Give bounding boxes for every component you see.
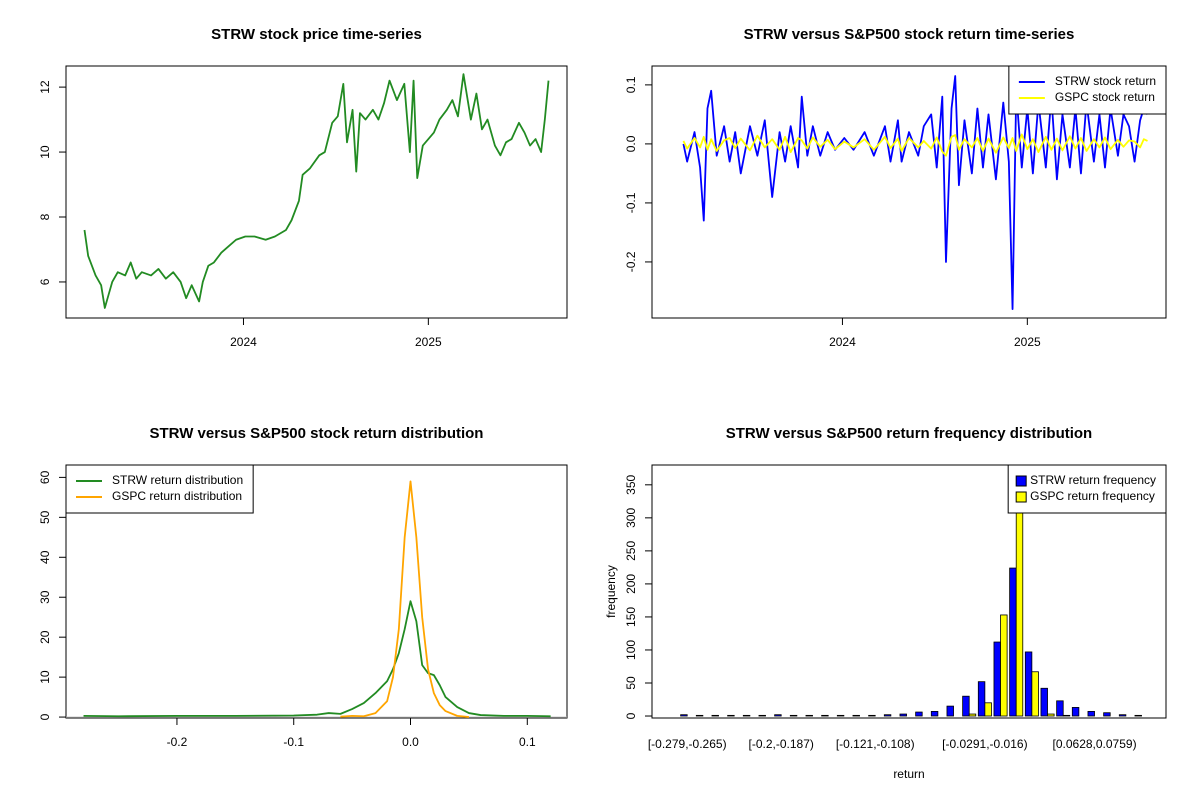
bar: [1087, 710, 1095, 717]
bar: [742, 714, 751, 717]
y-axis-label: frequency: [604, 565, 618, 618]
chart-title: STRW versus S&P500 stock return distribu…: [150, 425, 484, 442]
x-tick-label: [-0.2,-0.187): [749, 737, 814, 751]
bar: [1134, 714, 1142, 717]
x-tick-label: 0.1: [519, 735, 536, 749]
bar: [984, 702, 992, 717]
bar: [883, 714, 892, 717]
y-tick-label: 30: [38, 590, 52, 604]
x-tick-label: [0.0628,0.0759): [1053, 737, 1137, 751]
x-tick-label: [-0.121,-0.108): [836, 737, 915, 751]
y-tick-label: -0.2: [624, 251, 638, 272]
x-tick-label: -0.1: [283, 735, 304, 749]
y-tick-label: 60: [38, 470, 52, 484]
data-line: [340, 480, 469, 718]
y-tick-label: 0: [624, 712, 638, 719]
y-tick-label: 300: [624, 508, 638, 528]
x-axis-label: return: [893, 767, 924, 781]
bar: [968, 713, 977, 717]
legend-frame: [1008, 65, 1167, 115]
y-tick-label: 12: [38, 80, 52, 94]
legend-swatch: [1015, 475, 1027, 487]
legend-label: GSPC return distribution: [112, 489, 242, 503]
bar: [711, 714, 719, 717]
x-tick-label: [-0.279,-0.265): [648, 737, 727, 751]
bar: [1031, 671, 1039, 717]
y-tick-label: 10: [38, 670, 52, 684]
bar: [789, 714, 798, 717]
y-tick-label: -0.1: [624, 192, 638, 213]
chart-title: STRW versus S&P500 return frequency dist…: [726, 425, 1092, 442]
bar: [962, 695, 970, 717]
legend-label: GSPC stock return: [1055, 90, 1155, 104]
bar: [915, 711, 923, 717]
bar: [758, 714, 766, 717]
legend-label: STRW stock return: [1055, 74, 1156, 88]
bar: [977, 681, 986, 717]
bar: [946, 705, 954, 717]
bar: [680, 714, 688, 717]
y-tick-label: 0: [38, 713, 52, 720]
legend-label: GSPC return frequency: [1030, 489, 1155, 503]
x-tick-label: 2025: [415, 335, 442, 349]
bar: [1103, 712, 1111, 717]
bar: [852, 714, 860, 717]
x-tick-label: -0.2: [167, 735, 188, 749]
y-tick-label: 250: [624, 541, 638, 561]
bar: [1056, 700, 1064, 717]
bar: [836, 714, 845, 717]
y-tick-label: 20: [38, 630, 52, 644]
data-line: [682, 133, 1148, 157]
y-tick-label: 150: [624, 607, 638, 627]
bar: [1000, 614, 1008, 717]
legend: STRW return distribution GSPC return dist…: [65, 464, 254, 514]
bar: [805, 714, 813, 717]
bar: [1009, 567, 1017, 717]
y-tick-label: 50: [38, 510, 52, 524]
bar: [1062, 714, 1071, 717]
y-tick-label: 6: [38, 278, 52, 285]
x-tick-label: 2025: [1014, 335, 1041, 349]
y-tick-label: 40: [38, 550, 52, 564]
legend-frame: [1007, 464, 1167, 514]
bar: [930, 710, 939, 717]
x-tick-label: [-0.0291,-0.016): [942, 737, 1027, 751]
y-tick-label: 350: [624, 474, 638, 494]
y-tick-label: 50: [624, 676, 638, 690]
chart-title: STRW stock price time-series: [211, 26, 422, 43]
bar: [727, 714, 735, 717]
bar: [899, 713, 907, 717]
legend-label: STRW return distribution: [112, 473, 243, 487]
legend: STRW stock return GSPC stock return: [1008, 65, 1167, 115]
bar: [774, 714, 782, 717]
y-tick-label: 200: [624, 574, 638, 594]
legend-frame: [65, 464, 254, 514]
bar: [1047, 713, 1055, 717]
x-tick-label: 0.0: [402, 735, 419, 749]
data-line: [83, 73, 550, 309]
bar: [821, 714, 829, 717]
data-line: [83, 600, 551, 718]
y-tick-label: 0.0: [624, 135, 638, 152]
legend-label: STRW return frequency: [1030, 473, 1156, 487]
chart-title: STRW versus S&P500 stock return time-ser…: [744, 26, 1075, 43]
y-tick-label: 8: [38, 213, 52, 220]
bar: [993, 641, 1001, 717]
y-tick-label: 10: [38, 145, 52, 159]
x-tick-label: 2024: [230, 335, 257, 349]
bar: [1071, 707, 1080, 717]
bar: [695, 714, 704, 717]
bar: [1118, 714, 1127, 717]
legend-swatch: [1015, 491, 1027, 503]
bar: [1024, 651, 1033, 717]
bar: [868, 714, 876, 717]
data-line: [682, 75, 1149, 311]
bar: [1040, 687, 1048, 717]
x-tick-label: 2024: [829, 335, 856, 349]
y-tick-label: 0.1: [624, 76, 638, 93]
bar: [1015, 509, 1024, 717]
y-tick-label: 100: [624, 640, 638, 660]
legend: STRW return frequency GSPC return frequen…: [1007, 464, 1167, 514]
